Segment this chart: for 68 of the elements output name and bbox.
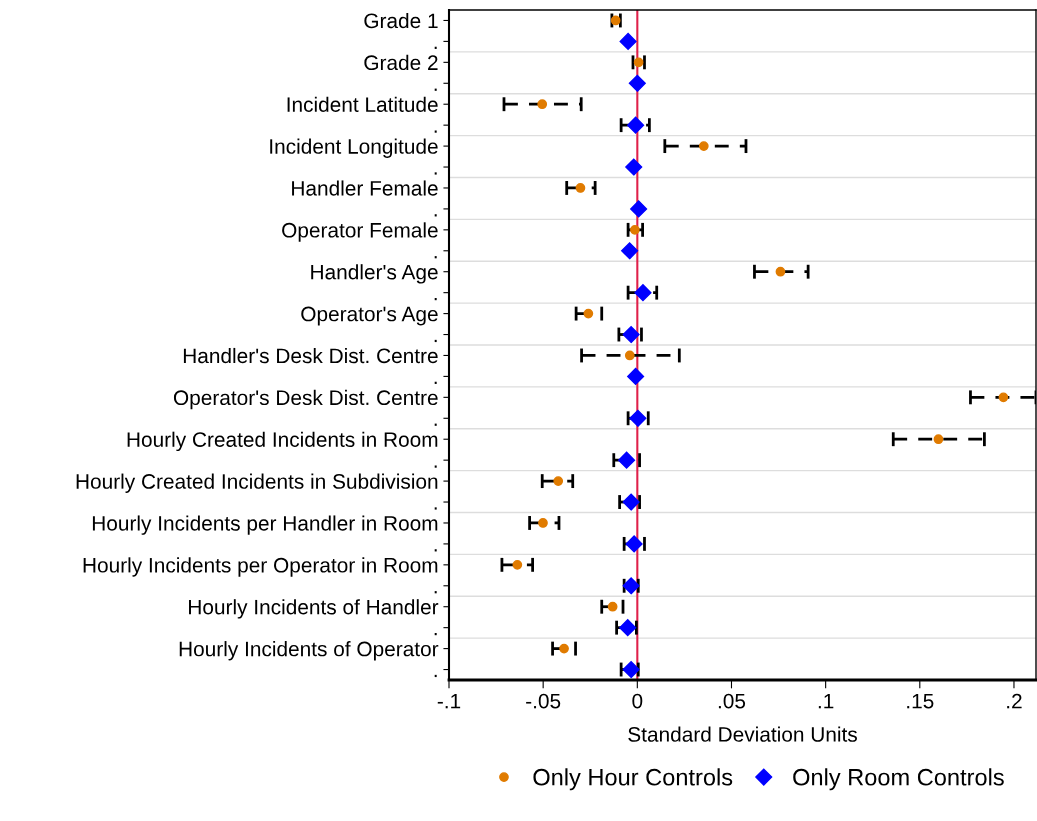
- y-tick-label: Grade 1: [364, 12, 438, 29]
- y-tick-label: Operator Female: [282, 222, 438, 242]
- point: [630, 200, 648, 218]
- y-tick-label: Hourly Incidents of Handler: [189, 599, 439, 619]
- y-tick-label: Incident Longitude: [270, 138, 438, 158]
- point: [627, 116, 645, 134]
- y-tick-label: Hourly Created Incidents in Room: [127, 431, 438, 452]
- point: [624, 350, 635, 361]
- y-tick-label: Hourly Incidents per Handler in Room: [92, 515, 438, 535]
- legend-label: Only Room Controls: [793, 768, 1004, 791]
- x-tick-label: 0: [632, 693, 643, 709]
- y-tick-label: .: [434, 46, 437, 49]
- x-axis-title: Standard Deviation Units: [628, 726, 857, 742]
- y-tick-label: Hourly Created Incidents in Subdivision: [76, 473, 438, 493]
- point: [538, 518, 548, 528]
- y-tick-label: Handler's Age: [311, 264, 438, 284]
- point: [619, 619, 637, 637]
- y-tick-label: .: [434, 674, 437, 678]
- x-tick-label: .2: [1007, 693, 1022, 709]
- point: [621, 242, 639, 260]
- y-tick-label: .: [434, 381, 437, 384]
- y-tick-label: .: [434, 591, 437, 594]
- x-tick-label: .1: [818, 693, 834, 709]
- y-tick-label: Hourly Incidents of Operator: [179, 641, 439, 661]
- point: [998, 392, 1009, 403]
- point: [622, 493, 640, 511]
- point: [553, 476, 564, 486]
- y-tick-label: .: [434, 423, 437, 426]
- point: [619, 32, 637, 50]
- point: [634, 284, 652, 302]
- y-tick-label: .: [434, 172, 437, 175]
- point: [698, 141, 709, 151]
- point: [628, 74, 646, 92]
- x-tick-label: .05: [718, 693, 746, 709]
- y-tick-label: Grade 2: [364, 54, 438, 71]
- y-tick-label: Operator's Desk Dist. Centre: [173, 389, 438, 410]
- y-tick-label: .: [434, 507, 437, 510]
- y-tick-label: .: [434, 549, 437, 552]
- x-tick-label: .15: [907, 693, 934, 709]
- x-tick-label: -.1: [437, 693, 461, 709]
- point: [607, 601, 618, 612]
- y-tick-label: .: [434, 214, 437, 217]
- y-tick-label: Incident Latitude: [287, 96, 438, 112]
- y-tick-label: .: [434, 297, 437, 301]
- point: [618, 451, 636, 469]
- x-tick-label: -.05: [526, 693, 561, 709]
- y-tick-label: Handler Female: [292, 180, 438, 196]
- point: [583, 308, 594, 319]
- y-tick-label: Handler's Desk Dist. Centre: [183, 347, 438, 364]
- point: [622, 325, 640, 344]
- y-tick-label: Hourly Incidents per Operator in Room: [83, 557, 438, 577]
- y-tick-label: Operator's Age: [301, 306, 438, 326]
- y-tick-label: .: [434, 339, 437, 343]
- y-tick-label: .: [434, 632, 437, 636]
- point: [512, 559, 523, 570]
- y-tick-label: .: [434, 256, 437, 259]
- y-tick-label: .: [434, 130, 437, 133]
- point: [559, 643, 569, 654]
- point: [627, 367, 645, 385]
- point: [537, 99, 548, 110]
- point: [625, 158, 643, 176]
- legend-label: Only Hour Controls: [533, 768, 733, 791]
- y-tick-label: .: [434, 88, 437, 91]
- point: [775, 266, 786, 277]
- point: [630, 224, 640, 235]
- point: [575, 183, 586, 193]
- point: [933, 434, 944, 445]
- y-tick-label: .: [434, 465, 437, 468]
